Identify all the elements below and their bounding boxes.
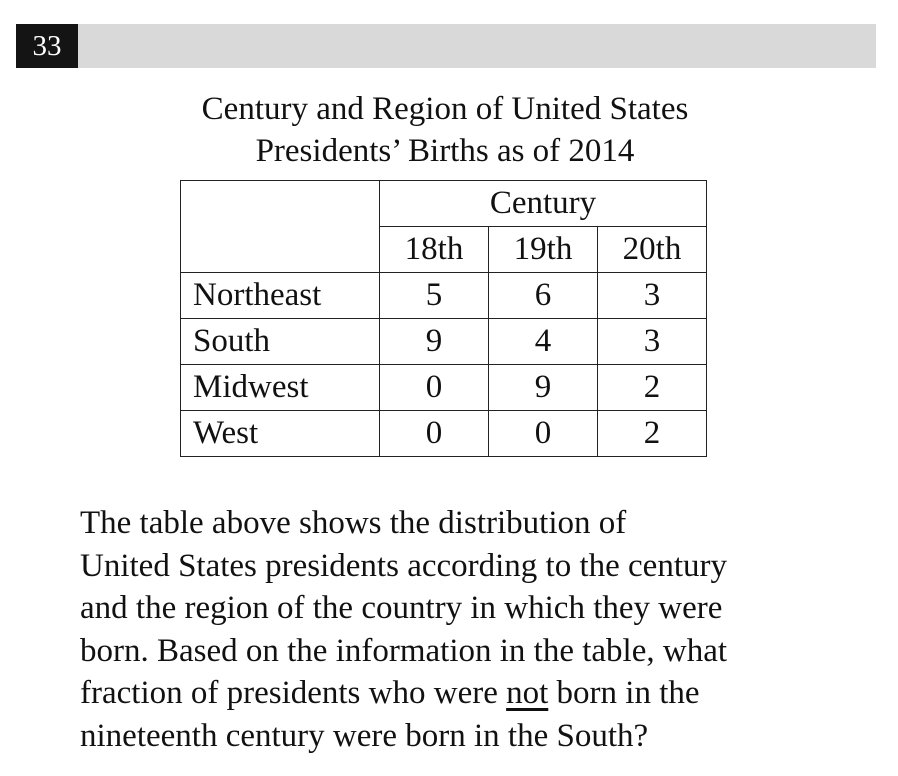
table-cell: 9 (379, 318, 489, 365)
table-cell: 9 (488, 364, 598, 411)
table-row: Midwest 0 9 2 (180, 364, 707, 411)
question-line-4: born. Based on the information in the ta… (80, 632, 728, 669)
underlined-not: not (506, 675, 549, 711)
column-header-19th: 19th (488, 226, 598, 273)
table-cell: 2 (597, 364, 707, 411)
question-line-3: and the region of the country in which t… (80, 590, 723, 626)
table-title-line-2: Presidents’ Births as of 2014 (255, 133, 635, 169)
table-row: West 0 0 2 (180, 410, 707, 457)
row-label-west: West (180, 410, 380, 457)
table-row: Northeast 5 6 3 (180, 272, 707, 319)
table-title-line-1: Century and Region of United States (201, 91, 689, 127)
question-line-1: The table above shows the distribution o… (80, 505, 627, 541)
table-cell: 4 (488, 318, 598, 365)
table-row: South 9 4 3 (180, 318, 707, 365)
row-label-midwest: Midwest (180, 364, 380, 411)
table-cell: 3 (597, 318, 707, 365)
empty-corner-cell (180, 180, 380, 273)
table-cell: 0 (488, 410, 598, 457)
column-header-20th: 20th (597, 226, 707, 273)
table-title: Century and Region of United States Pres… (100, 88, 790, 172)
table-cell: 3 (597, 272, 707, 319)
table-header-row: Century (180, 180, 707, 273)
century-group-header: Century (379, 180, 707, 227)
question-line-5-end: born in the (548, 675, 700, 711)
table-cell: 6 (488, 272, 598, 319)
table-cell: 0 (379, 410, 489, 457)
question-line-2: United States presidents according to th… (80, 547, 727, 584)
table-cell: 0 (379, 364, 489, 411)
question-header-bar: 33 (16, 24, 876, 68)
question-line-5: fraction of presidents who were not born… (80, 672, 870, 715)
column-header-18th: 18th (379, 226, 489, 273)
row-label-northeast: Northeast (180, 272, 380, 319)
question-number: 33 (16, 24, 78, 68)
row-label-south: South (180, 318, 380, 365)
question-line-6: nineteenth century were born in the Sout… (80, 717, 649, 754)
question-line-5-start: fraction of presidents who were (80, 675, 507, 711)
question-text: The table above shows the distribution o… (80, 502, 870, 757)
table-subheader-row: 18th 19th 20th (181, 226, 707, 273)
table-cell: 2 (597, 410, 707, 457)
table-cell: 5 (379, 272, 489, 319)
data-table: Century 18th 19th 20th Northeast 5 6 3 S… (180, 180, 707, 457)
